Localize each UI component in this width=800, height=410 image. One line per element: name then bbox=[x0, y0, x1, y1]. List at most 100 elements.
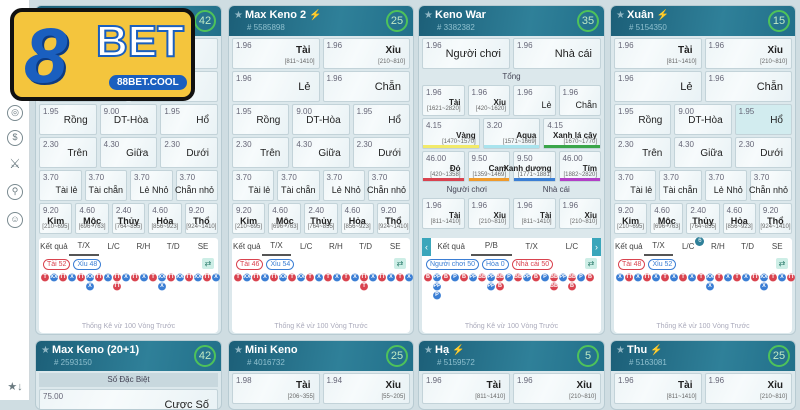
bet-cell[interactable]: 1.95 Rồng bbox=[232, 104, 290, 135]
tab-6[interactable]: SE bbox=[762, 239, 792, 255]
bet-cell[interactable]: 3.70 Lẻ Nhỏ bbox=[704, 170, 747, 201]
favorite-star-icon[interactable]: ★ bbox=[424, 10, 433, 21]
bet-cell[interactable]: 4.60 Hỏa [856~923] bbox=[148, 203, 182, 234]
bet-cell[interactable]: 4.15 Xanh lá cây [1670~1770] bbox=[543, 118, 602, 149]
coin-icon[interactable]: $ bbox=[7, 130, 23, 146]
bet-cell[interactable]: 1.96 Tài [811~1410] bbox=[422, 198, 465, 229]
bet-cell[interactable]: 1.95 Rồng bbox=[614, 104, 672, 135]
bet-cell[interactable]: 1.96 Xỉu [210~810] bbox=[322, 38, 410, 69]
bet-cell[interactable]: 1.98 Tài [206~355] bbox=[232, 373, 320, 404]
tab-3[interactable]: L/C 6 bbox=[673, 237, 705, 255]
tab-3[interactable]: L/C bbox=[291, 239, 321, 255]
support-icon[interactable]: ☺ bbox=[7, 212, 23, 228]
chip-icon[interactable]: ◎ bbox=[7, 105, 23, 121]
bet-cell[interactable]: 9.20 Thổ [924~1410] bbox=[184, 203, 219, 234]
tab-3[interactable]: T/X bbox=[512, 239, 552, 255]
bet-cell[interactable]: 4.60 Mộc [696~763] bbox=[650, 203, 684, 234]
bet-cell[interactable]: 2.40 Thủy [764~855] bbox=[304, 203, 338, 234]
bet-cell[interactable]: 3.70 Tài chẵn bbox=[277, 170, 320, 201]
bet-cell[interactable]: 1.96 Người chơi bbox=[422, 38, 510, 69]
tab-2[interactable]: T/X bbox=[643, 238, 674, 256]
favorite-star-icon[interactable]: ★ bbox=[41, 345, 50, 356]
cross-swords-icon[interactable]: ⚔ bbox=[9, 156, 21, 171]
bet-cell[interactable]: 9.20 Thổ [924~1410] bbox=[758, 203, 793, 234]
bet-cell[interactable]: 2.40 Thủy [764~855] bbox=[111, 203, 146, 234]
chevron-right-icon[interactable]: › bbox=[592, 238, 601, 256]
bet-cell[interactable]: 1.96 Tài [811~1410] bbox=[614, 38, 702, 69]
tab-1[interactable]: Kết quả bbox=[614, 239, 644, 255]
bet-cell[interactable]: 46.00 Tím [1882~2820] bbox=[558, 151, 601, 182]
bet-cell[interactable]: 4.15 Vàng [1470~1570] bbox=[422, 118, 480, 149]
bet-cell[interactable]: 1.95 Rồng bbox=[39, 104, 97, 135]
bet-cell[interactable]: 1.96 Tài [811~1410] bbox=[232, 38, 320, 69]
bet-cell[interactable]: 1.96 Chẵn bbox=[558, 85, 601, 116]
bet-cell[interactable]: 1.96 Tài [1621~2820] bbox=[422, 85, 465, 116]
bet-cell[interactable]: 1.96 Xỉu [210~810] bbox=[558, 198, 601, 229]
bet-cell[interactable]: 1.96 Chẵn bbox=[704, 71, 792, 102]
bet-cell[interactable]: 3.70 Lẻ Nhỏ bbox=[322, 170, 365, 201]
tab-4[interactable]: R/H bbox=[128, 239, 158, 255]
bet-cell[interactable]: 4.60 Mộc [696~763] bbox=[268, 203, 302, 234]
bet-cell[interactable]: 9.50 Xanh dương [1771~1881] bbox=[504, 151, 556, 182]
tab-5[interactable]: T/D bbox=[158, 239, 188, 255]
bet-cell[interactable]: 2.40 Thủy [764~855] bbox=[686, 203, 720, 234]
bet-cell[interactable]: 1.96 Nhà cái bbox=[513, 38, 601, 69]
bet-cell[interactable]: 1.96 Xỉu [420~1620] bbox=[467, 85, 510, 116]
bet-cell[interactable]: 4.60 Mộc [696~763] bbox=[75, 203, 109, 234]
bet-cell[interactable]: 1.95 Hổ bbox=[160, 104, 219, 135]
bet-cell[interactable]: 9.50 Cam [1359~1469] bbox=[467, 151, 510, 182]
bet-cell[interactable]: 1.96 Lẻ bbox=[513, 85, 556, 116]
tab-4[interactable]: L/C bbox=[552, 239, 592, 255]
bet-cell[interactable]: 3.70 Chẵn nhỏ bbox=[367, 170, 410, 201]
search-user-icon[interactable]: ⚲ bbox=[7, 184, 23, 200]
bet-cell[interactable]: 9.20 Kim [210~695] bbox=[614, 203, 648, 234]
tab-4[interactable]: R/H bbox=[321, 239, 351, 255]
bet-cell[interactable]: 1.94 Xỉu [55~205] bbox=[322, 373, 410, 404]
tab-1[interactable]: Kết quả bbox=[431, 239, 471, 255]
tab-5[interactable]: T/D bbox=[733, 239, 763, 255]
bet-cell[interactable]: 4.30 Giữa bbox=[674, 137, 732, 168]
bet-cell[interactable]: 3.70 Lẻ Nhỏ bbox=[130, 170, 173, 201]
bet-cell[interactable]: 1.96 Xỉu [210~810] bbox=[467, 198, 510, 229]
tab-2[interactable]: T/X bbox=[261, 238, 292, 256]
bet-cell[interactable]: 2.30 Trên bbox=[39, 137, 97, 168]
swap-icon[interactable]: ⇄ bbox=[202, 258, 214, 269]
bet-cell[interactable]: 3.70 Tài lẻ bbox=[614, 170, 657, 201]
bet-cell[interactable]: 9.00 DT-Hòa bbox=[292, 104, 350, 135]
bet-cell[interactable]: 1.96 Xỉu [210~810] bbox=[704, 373, 792, 404]
tab-1[interactable]: Kết quả bbox=[39, 239, 69, 255]
bet-cell[interactable]: 3.70 Tài chẵn bbox=[84, 170, 127, 201]
bet-cell[interactable]: 4.60 Hỏa [856~923] bbox=[722, 203, 756, 234]
tab-1[interactable]: Kết quả bbox=[232, 239, 262, 255]
bet-cell[interactable]: 1.96 Lẻ bbox=[232, 71, 320, 102]
chevron-left-icon[interactable]: ‹ bbox=[422, 238, 431, 256]
tab-2[interactable]: P/B bbox=[471, 238, 512, 256]
bet-cell[interactable]: 2.30 Dưới bbox=[352, 137, 410, 168]
favorite-star-icon[interactable]: ★ bbox=[234, 10, 243, 21]
bet-cell[interactable]: 4.60 Hỏa [856~923] bbox=[340, 203, 374, 234]
sort-star-icon[interactable]: ★↓ bbox=[7, 381, 23, 393]
bet-cell[interactable]: 4.30 Giữa bbox=[99, 137, 158, 168]
bet-cell[interactable]: 2.30 Dưới bbox=[734, 137, 792, 168]
favorite-star-icon[interactable]: ★ bbox=[616, 10, 625, 21]
bet-cell[interactable]: 1.96 Lẻ bbox=[614, 71, 702, 102]
swap-icon[interactable]: ⇄ bbox=[585, 258, 597, 269]
bet-cell[interactable]: 9.00 DT-Hòa bbox=[674, 104, 732, 135]
bet-cell[interactable]: 9.00 DT-Hòa bbox=[99, 104, 158, 135]
swap-icon[interactable]: ⇄ bbox=[394, 258, 406, 269]
favorite-star-icon[interactable]: ★ bbox=[234, 345, 243, 356]
bet-cell[interactable]: 1.96 Tài [811~1410] bbox=[614, 373, 702, 404]
bet-cell[interactable]: 1.96 Tài [811~1410] bbox=[422, 373, 510, 404]
bet-cell[interactable]: 3.70 Tài chẵn bbox=[659, 170, 702, 201]
favorite-star-icon[interactable]: ★ bbox=[616, 345, 625, 356]
tab-6[interactable]: SE bbox=[188, 239, 218, 255]
swap-icon[interactable]: ⇄ bbox=[776, 258, 788, 269]
tab-2[interactable]: T/X bbox=[68, 238, 99, 256]
bet-cell[interactable]: 3.70 Chẵn nhỏ bbox=[749, 170, 792, 201]
tab-5[interactable]: T/D bbox=[351, 239, 381, 255]
bet-cell[interactable]: 9.20 Kim [210~695] bbox=[39, 203, 73, 234]
bet-cell[interactable]: 1.96 Tài [811~1410] bbox=[513, 198, 556, 229]
bet-cell[interactable]: 4.30 Giữa bbox=[292, 137, 350, 168]
bet-cell[interactable]: 1.96 Xỉu [210~810] bbox=[513, 373, 601, 404]
bet-cell[interactable]: 9.20 Thổ [924~1410] bbox=[376, 203, 411, 234]
